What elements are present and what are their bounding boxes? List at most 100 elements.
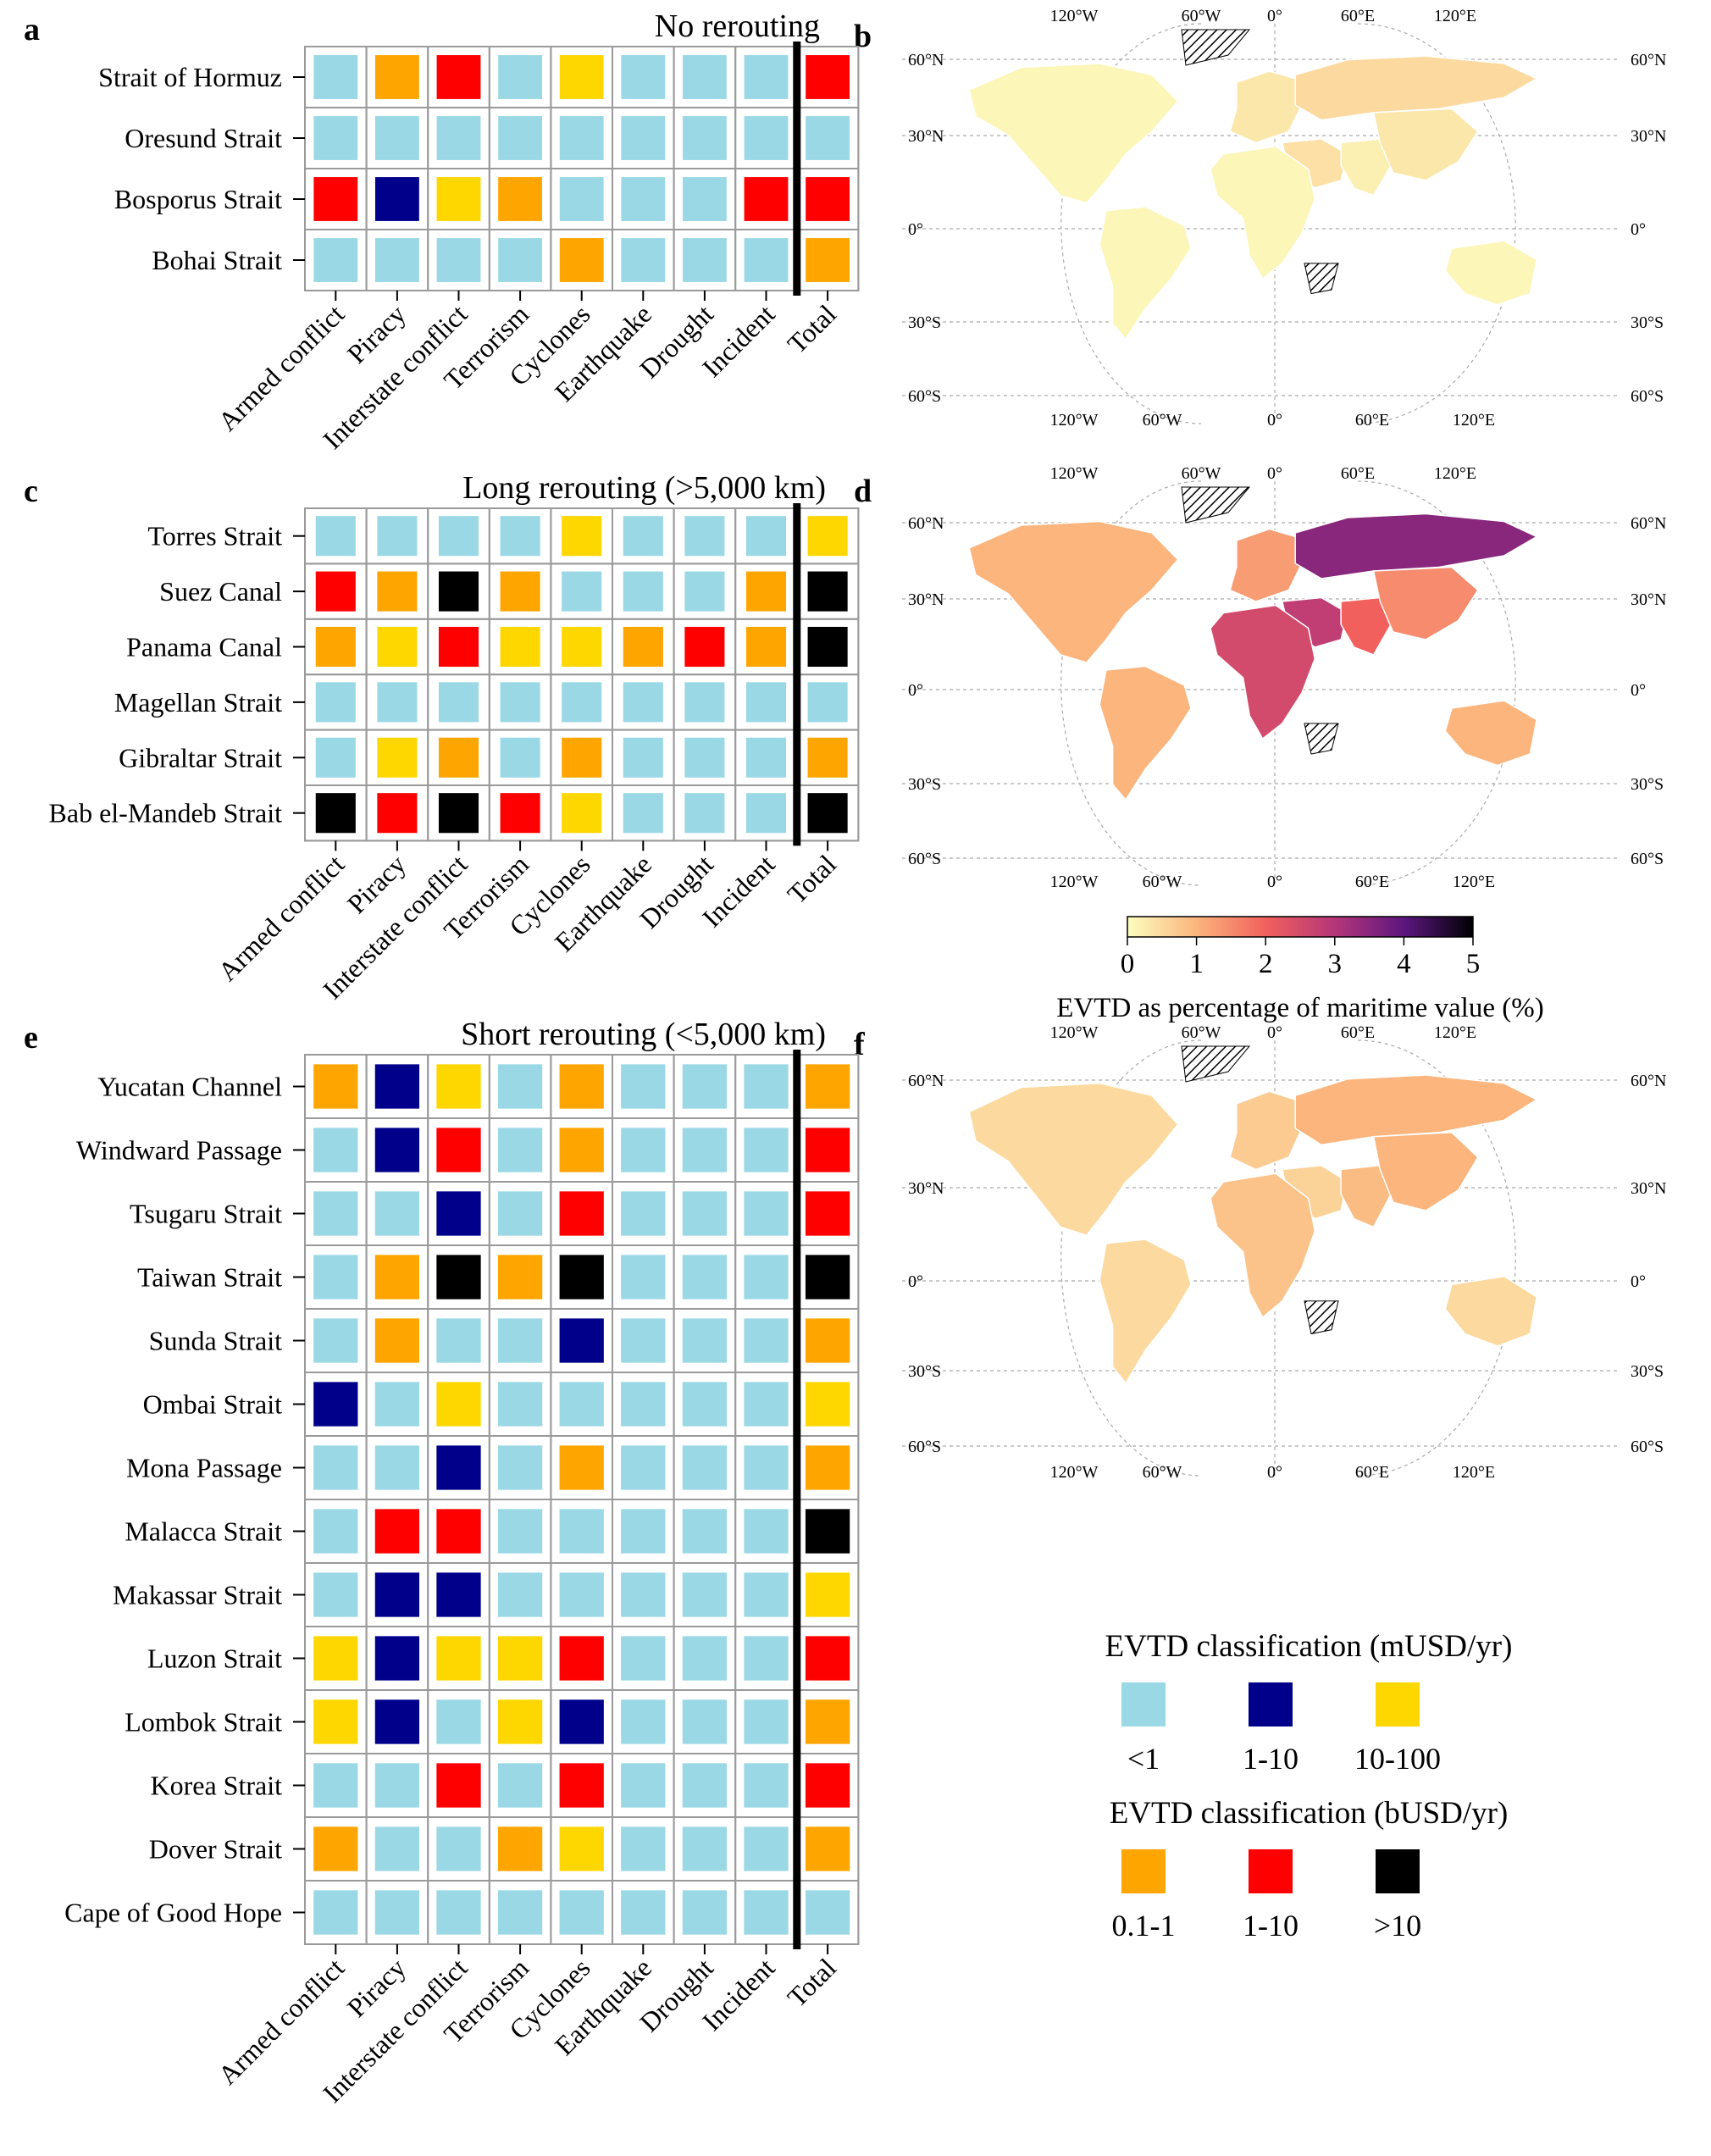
cell-windward-passage-cyclones <box>559 1128 604 1172</box>
cell-lombok-strait-interstate-conflict <box>436 1699 481 1744</box>
lon-label-top: 120°W <box>1050 1023 1099 1042</box>
cell-oresund-strait-armed-conflict <box>313 116 358 160</box>
row-label: Suez Canal <box>159 576 282 607</box>
legend-swatch <box>1249 1849 1293 1893</box>
cell-panama-canal-piracy <box>377 626 418 668</box>
lon-label-bottom: 60°W <box>1143 1463 1182 1482</box>
row-label: Gibraltar Strait <box>119 742 282 773</box>
lat-label-left: 30°N <box>908 1179 944 1198</box>
cell-panama-canal-armed-conflict <box>315 626 356 668</box>
cell-windward-passage-earthquake <box>621 1128 666 1172</box>
lat-label-left: 60°N <box>908 51 944 69</box>
row-label: Makassar Strait <box>113 1580 282 1610</box>
legend-label: >10 <box>1374 1909 1421 1943</box>
cell-yucatan-channel-total <box>805 1064 850 1109</box>
cell-korea-strait-drought <box>682 1763 728 1808</box>
cell-gibraltar-strait-interstate-conflict <box>438 737 479 778</box>
cell-sunda-strait-piracy <box>374 1318 420 1363</box>
cell-bosporus-strait-terrorism <box>498 177 543 221</box>
cell-yucatan-channel-drought <box>682 1064 728 1109</box>
lat-label-right: 0° <box>1631 681 1646 700</box>
row-label: Mona Passage <box>126 1453 282 1483</box>
colorbar-tick-label: 3 <box>1328 949 1343 979</box>
lon-label-top: 120°E <box>1434 464 1476 483</box>
cell-suez-canal-armed-conflict <box>315 571 356 612</box>
col-label: Armed conflict <box>212 1952 350 2090</box>
region-russia <box>1294 55 1538 121</box>
cell-ombai-strait-interstate-conflict <box>436 1382 481 1427</box>
colorbar-gradient <box>1127 916 1474 938</box>
cell-magellan-strait-total <box>807 682 848 723</box>
col-label: Total <box>781 1952 842 2013</box>
cell-korea-strait-terrorism <box>497 1763 543 1808</box>
lon-label-bottom: 0° <box>1267 411 1282 430</box>
cell-magellan-strait-earthquake <box>623 682 663 723</box>
row-label: Bab el-Mandeb Strait <box>49 798 283 829</box>
cell-gibraltar-strait-terrorism <box>500 737 540 778</box>
cell-bab-el-mandeb-strait-armed-conflict <box>315 793 356 834</box>
lat-label-left: 30°N <box>908 590 944 609</box>
legend-label: 1-10 <box>1243 1742 1298 1776</box>
panel-c-title: Long rerouting (>5,000 km) <box>462 470 826 506</box>
cell-taiwan-strait-terrorism <box>497 1255 543 1300</box>
cell-oresund-strait-piracy <box>374 116 419 160</box>
no-data-hatch <box>1181 486 1251 524</box>
cell-korea-strait-armed-conflict <box>313 1763 358 1808</box>
cell-ombai-strait-total <box>805 1382 850 1427</box>
cell-mona-passage-earthquake <box>621 1445 666 1490</box>
legend-title-musd: EVTD classification (mUSD/yr) <box>1105 1629 1513 1664</box>
cell-dover-strait-drought <box>682 1826 728 1871</box>
cell-sunda-strait-interstate-conflict <box>436 1318 481 1363</box>
region-south-america <box>1099 206 1192 341</box>
cell-windward-passage-piracy <box>374 1128 420 1172</box>
map-panel-d: 120°W 60°W 0° 60°E 120°E 120°W 60°W 0° 60°E 120°E… <box>902 464 1666 891</box>
cell-sunda-strait-earthquake <box>621 1318 666 1363</box>
col-label: Armed conflict <box>212 298 350 436</box>
cell-gibraltar-strait-armed-conflict <box>315 737 356 778</box>
lon-label-bottom: 60°E <box>1355 411 1389 430</box>
cell-korea-strait-total <box>805 1763 850 1808</box>
cell-luzon-strait-total <box>805 1636 850 1681</box>
cell-taiwan-strait-piracy <box>374 1255 420 1300</box>
cell-ombai-strait-terrorism <box>497 1382 543 1427</box>
panel-e-title: Short rerouting (<5,000 km) <box>461 1017 826 1052</box>
lon-label-top: 60°W <box>1182 7 1221 25</box>
cell-makassar-strait-earthquake <box>621 1572 666 1617</box>
panel-letter-d: d <box>854 474 872 509</box>
cell-bohai-strait-drought <box>682 238 727 282</box>
cell-windward-passage-interstate-conflict <box>436 1128 481 1172</box>
lon-label-top: 0° <box>1267 464 1282 483</box>
cell-sunda-strait-cyclones <box>559 1318 604 1363</box>
cell-sunda-strait-terrorism <box>497 1318 543 1363</box>
region-africa <box>1210 146 1316 280</box>
cell-gibraltar-strait-total <box>807 737 848 778</box>
cell-mona-passage-total <box>805 1445 850 1490</box>
region-australia <box>1444 700 1537 767</box>
cell-windward-passage-terrorism <box>497 1128 543 1172</box>
cell-mona-passage-cyclones <box>559 1445 604 1490</box>
cell-yucatan-channel-interstate-conflict <box>436 1064 481 1109</box>
cell-panama-canal-total <box>807 626 848 668</box>
colorbar-tick-label: 2 <box>1259 949 1273 979</box>
legend-swatch <box>1376 1849 1420 1893</box>
cell-cape-of-good-hope-drought <box>682 1890 728 1935</box>
colorbar-label: EVTD as percentage of maritime value (%) <box>1056 993 1543 1023</box>
cell-korea-strait-cyclones <box>559 1763 604 1808</box>
cell-cape-of-good-hope-total <box>805 1890 850 1935</box>
cell-bohai-strait-earthquake <box>621 238 666 282</box>
lon-label-top: 0° <box>1267 7 1282 25</box>
cell-makassar-strait-interstate-conflict <box>436 1572 481 1617</box>
cell-lombok-strait-drought <box>682 1699 728 1744</box>
cell-suez-canal-cyclones <box>562 571 602 612</box>
lon-label-bottom: 120°E <box>1453 1463 1495 1482</box>
legend-title-busd: EVTD classification (bUSD/yr) <box>1110 1796 1509 1831</box>
cell-malacca-strait-incident <box>744 1509 789 1554</box>
cell-torres-strait-total <box>807 516 848 557</box>
region-australia <box>1444 1275 1537 1347</box>
lon-label-bottom: 120°W <box>1050 1463 1099 1482</box>
cell-dover-strait-earthquake <box>621 1826 666 1871</box>
cell-strait-of-hormuz-terrorism <box>498 55 543 99</box>
map-panel-b: 120°W 60°W 0° 60°E 120°E 120°W 60°W 0° 60°E 120°E… <box>902 7 1666 430</box>
row-label: Luzon Strait <box>147 1643 282 1674</box>
cell-dover-strait-total <box>805 1826 850 1871</box>
